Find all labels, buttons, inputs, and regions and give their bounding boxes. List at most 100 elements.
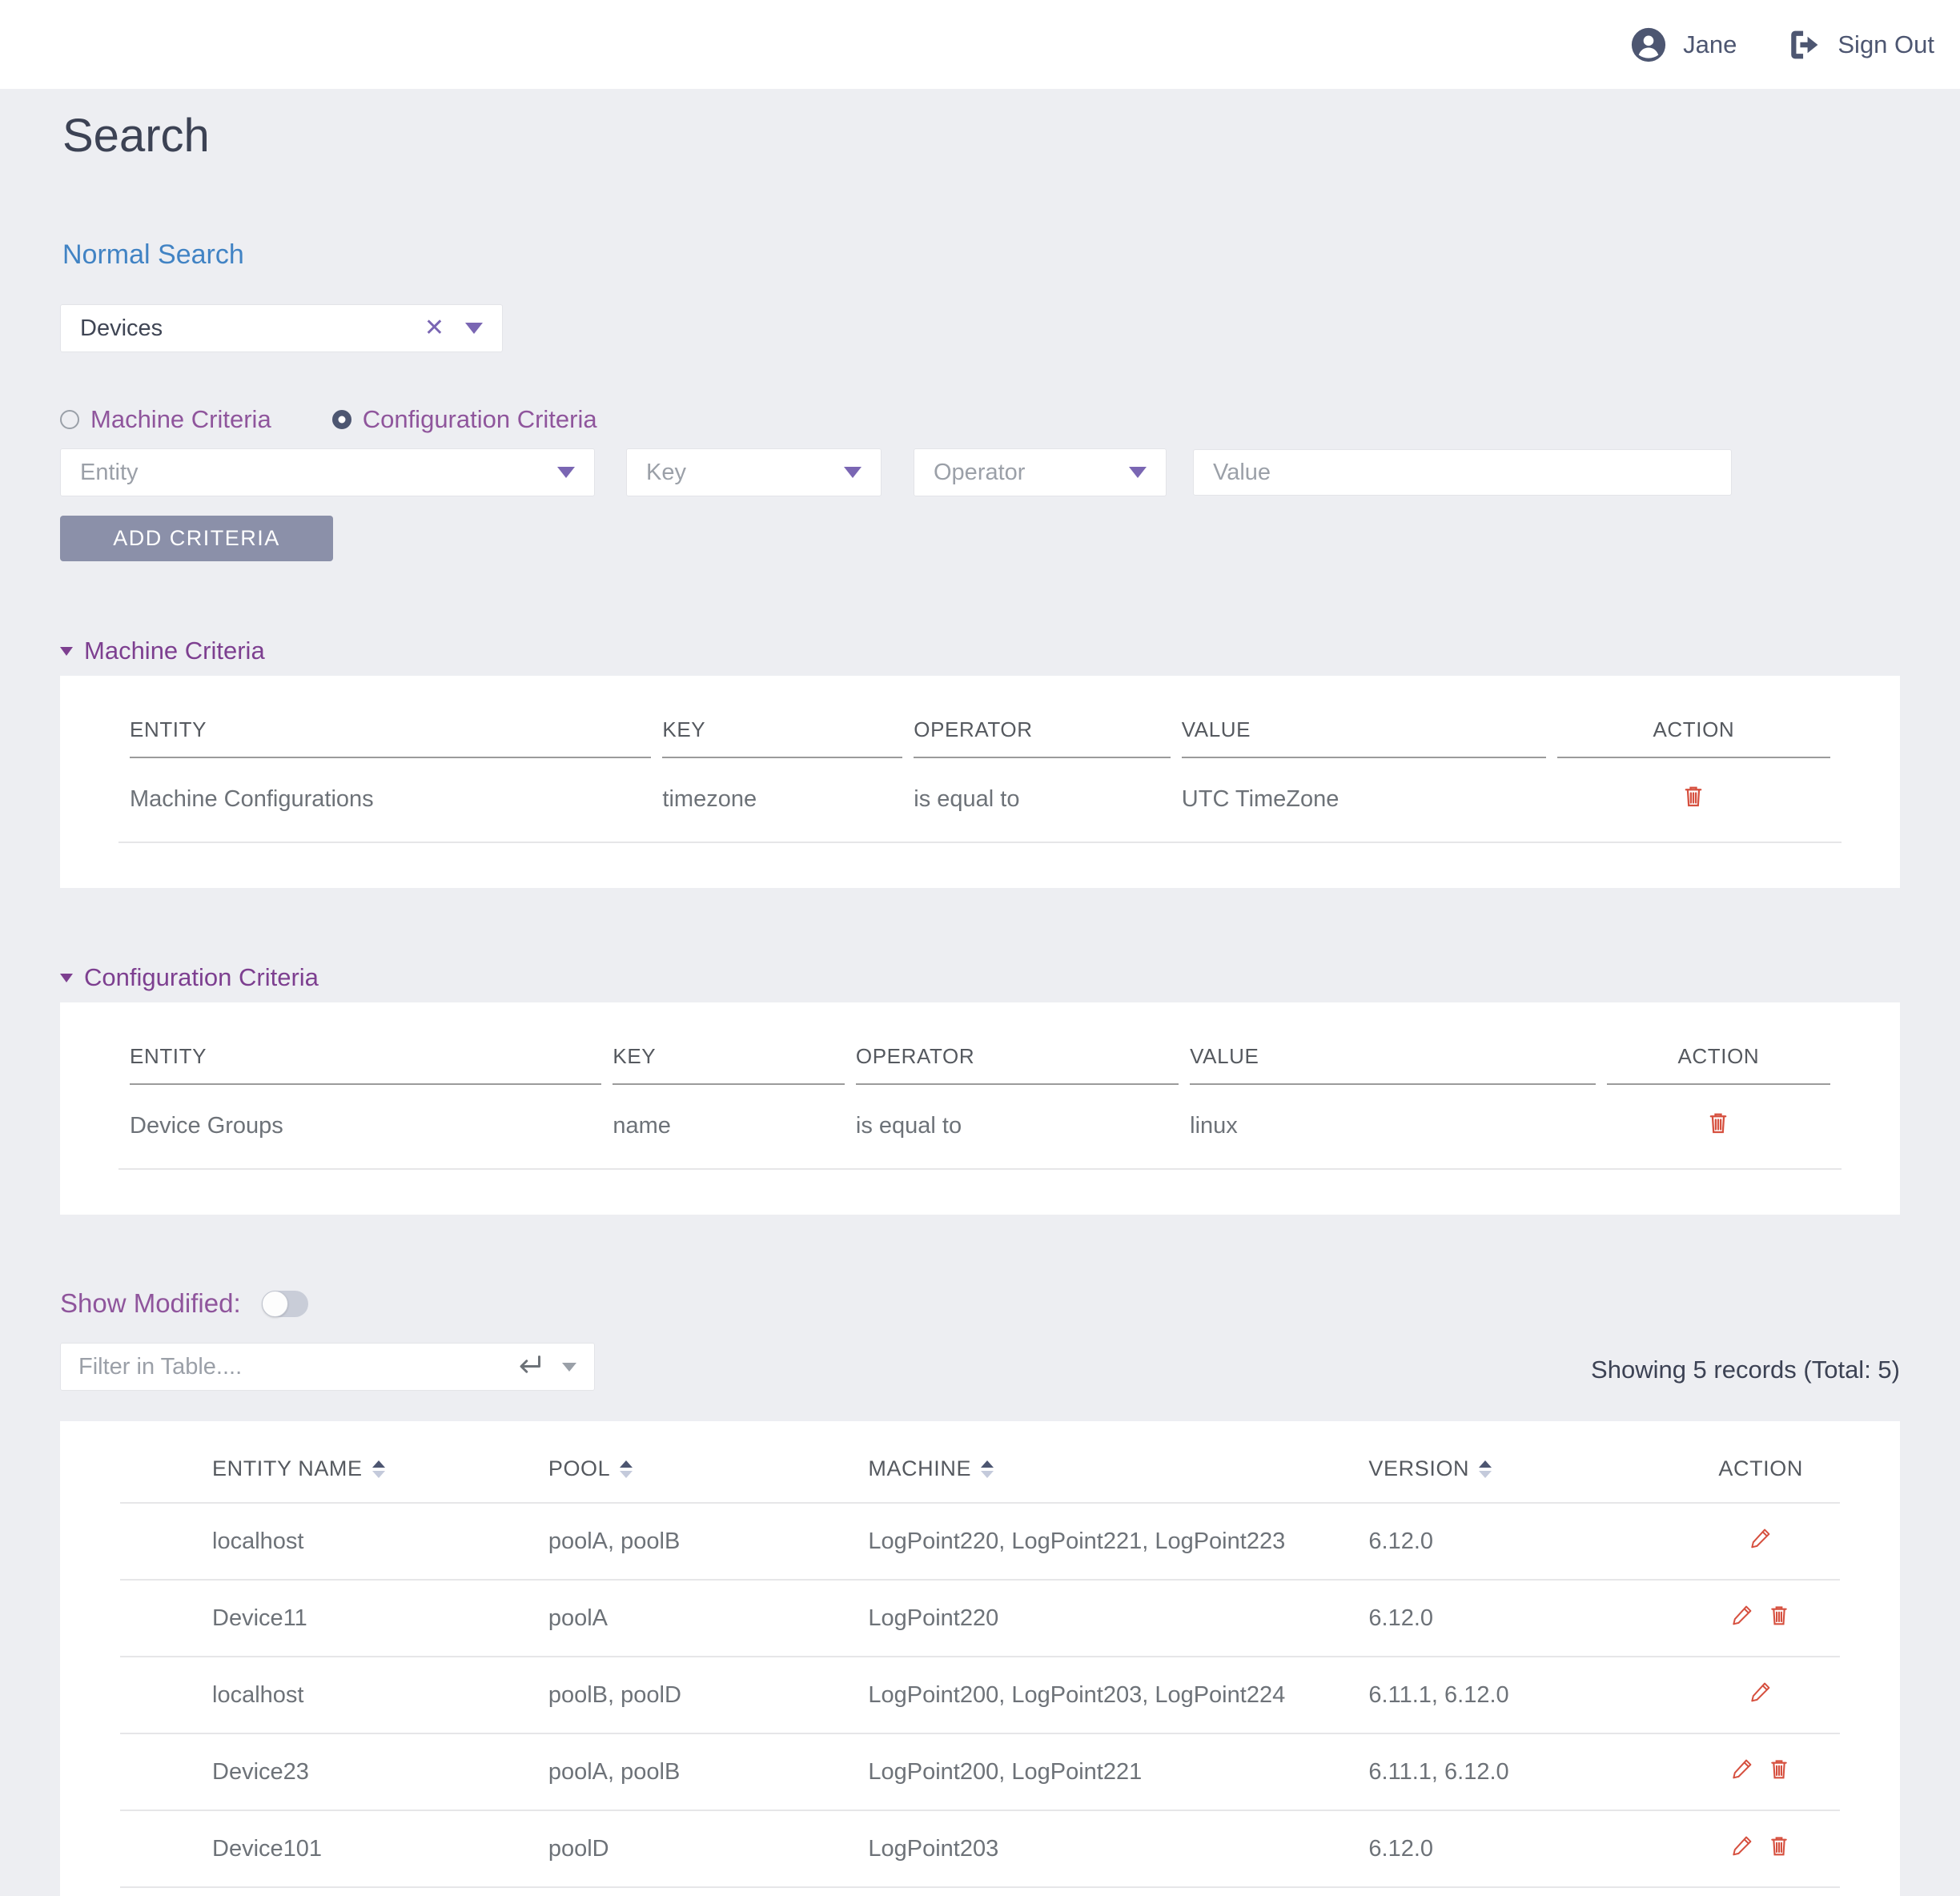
- key-placeholder: Key: [646, 459, 686, 485]
- chevron-down-icon: [465, 323, 483, 334]
- top-bar: Jane Sign Out: [0, 0, 1960, 89]
- records-summary: Showing 5 records (Total: 5): [1591, 1356, 1900, 1384]
- machine-criteria-section-header[interactable]: Machine Criteria: [60, 637, 1900, 665]
- chevron-down-icon[interactable]: [562, 1362, 576, 1372]
- configuration-criteria-section-header[interactable]: Configuration Criteria: [60, 963, 1900, 992]
- key-select[interactable]: Key: [626, 448, 882, 496]
- radio-label: Configuration Criteria: [362, 405, 597, 433]
- radio-circle-unselected[interactable]: [60, 410, 79, 429]
- configuration-criteria-table: ENTITY KEY OPERATOR VALUE ACTION Device …: [118, 1044, 1842, 1143]
- enter-icon: [514, 1353, 543, 1381]
- edit-icon[interactable]: [1748, 1525, 1773, 1551]
- entity-select[interactable]: Entity: [60, 448, 595, 496]
- cell-version: 6.11.1, 6.12.0: [1368, 1657, 1682, 1734]
- clear-icon[interactable]: ✕: [424, 315, 444, 341]
- sign-out-icon: [1786, 27, 1821, 62]
- column-header: VERSION: [1368, 1456, 1470, 1480]
- scope-select[interactable]: Devices ✕: [60, 304, 503, 352]
- delete-icon[interactable]: [1705, 1109, 1732, 1136]
- radio-configuration-criteria[interactable]: Configuration Criteria: [331, 405, 597, 434]
- cell-entity: Device Groups: [130, 1112, 283, 1139]
- operator-placeholder: Operator: [934, 459, 1026, 485]
- column-header: ACTION: [1556, 717, 1830, 758]
- show-modified-row: Show Modified:: [60, 1288, 1900, 1319]
- row-divider: [118, 842, 1842, 843]
- cell-key: timezone: [662, 785, 757, 812]
- user-menu[interactable]: Jane: [1630, 26, 1737, 63]
- delete-icon[interactable]: [1680, 782, 1707, 809]
- criteria-form: Entity Key Operator: [60, 448, 1900, 496]
- cell-value: UTC TimeZone: [1181, 785, 1339, 812]
- collapse-caret-icon: [60, 646, 73, 656]
- cell-pool: poolB, poolD: [548, 1657, 869, 1734]
- chevron-down-icon: [1129, 467, 1147, 478]
- radio-label: Machine Criteria: [90, 405, 271, 433]
- sort-icon[interactable]: [620, 1460, 633, 1478]
- cell-entity-name: Device11: [120, 1580, 548, 1657]
- cell-version: 6.11.1, 6.12.0: [1368, 1733, 1682, 1811]
- cell-entity-name: localhost: [120, 1503, 548, 1581]
- cell-version: 6.12.0: [1368, 1503, 1682, 1581]
- configuration-criteria-card: ENTITY KEY OPERATOR VALUE ACTION Device …: [60, 1002, 1900, 1215]
- delete-icon[interactable]: [1766, 1602, 1792, 1628]
- cell-operator: is equal to: [855, 1112, 962, 1139]
- cell-entity: Machine Configurations: [130, 785, 374, 812]
- column-header: ACTION: [1681, 1421, 1840, 1504]
- table-row: Device101 poolD LogPoint203 6.12.0: [120, 1810, 1840, 1888]
- edit-icon[interactable]: [1729, 1602, 1755, 1628]
- table-row: Device23 poolA, poolB LogPoint200, LogPo…: [120, 1733, 1840, 1811]
- table-row: localhost poolA, poolB LogPoint220, LogP…: [120, 1503, 1840, 1581]
- cell-entity-name: Device23: [120, 1733, 548, 1811]
- section-title: Configuration Criteria: [84, 963, 319, 991]
- sign-out-button[interactable]: Sign Out: [1786, 27, 1934, 62]
- edit-icon[interactable]: [1729, 1833, 1755, 1858]
- filter-input[interactable]: [78, 1353, 514, 1380]
- show-modified-toggle[interactable]: [261, 1290, 308, 1317]
- column-header: OPERATOR: [914, 717, 1171, 758]
- normal-search-label: Normal Search: [62, 239, 244, 270]
- chevron-down-icon: [844, 467, 862, 478]
- sign-out-label: Sign Out: [1838, 30, 1934, 58]
- cell-pool: poolA, poolB: [548, 1733, 869, 1811]
- row-divider: [118, 1168, 1842, 1170]
- operator-select[interactable]: Operator: [914, 448, 1167, 496]
- main-content: Search Normal Search Devices ✕ Machine C…: [0, 113, 1960, 1896]
- toggle-knob: [261, 1290, 288, 1317]
- page-title: Search: [62, 110, 210, 162]
- column-header: OPERATOR: [855, 1044, 1179, 1085]
- cell-machine: LogPoint203: [868, 1810, 1369, 1888]
- cell-machine: LogPoint200, LogPoint221: [868, 1733, 1369, 1811]
- results-card: ENTITY NAME POOL MACHI: [60, 1421, 1900, 1896]
- radio-machine-criteria[interactable]: Machine Criteria: [60, 405, 271, 434]
- column-header: ACTION: [1606, 1044, 1830, 1085]
- edit-icon[interactable]: [1729, 1756, 1755, 1782]
- machine-criteria-card: ENTITY KEY OPERATOR VALUE ACTION Machine…: [60, 676, 1900, 888]
- cell-machine: LogPoint220: [868, 1580, 1369, 1657]
- section-title: Machine Criteria: [84, 637, 265, 665]
- table-filter: [60, 1343, 595, 1391]
- column-header: KEY: [662, 717, 903, 758]
- user-icon: [1630, 26, 1667, 63]
- column-header: MACHINE: [868, 1456, 972, 1480]
- sort-icon[interactable]: [1479, 1460, 1492, 1478]
- cell-version: 6.12.0: [1368, 1810, 1682, 1888]
- column-header: VALUE: [1181, 717, 1546, 758]
- add-criteria-button[interactable]: ADD CRITERIA: [60, 516, 333, 561]
- machine-criteria-table: ENTITY KEY OPERATOR VALUE ACTION Machine…: [118, 717, 1842, 816]
- cell-pool: poolA, poolB: [548, 1503, 869, 1581]
- delete-icon[interactable]: [1766, 1833, 1792, 1858]
- sort-icon[interactable]: [981, 1460, 994, 1478]
- radio-circle-selected[interactable]: [331, 410, 351, 429]
- table-row: Device Groups name is equal to linux: [130, 1085, 1830, 1143]
- sort-icon[interactable]: [372, 1460, 385, 1478]
- cell-operator: is equal to: [914, 785, 1020, 812]
- delete-icon[interactable]: [1766, 1756, 1792, 1782]
- cell-version: 6.12.0: [1368, 1580, 1682, 1657]
- collapse-caret-icon: [60, 973, 73, 982]
- column-header: POOL: [548, 1456, 611, 1480]
- edit-icon[interactable]: [1748, 1679, 1773, 1705]
- value-input[interactable]: [1193, 449, 1732, 496]
- column-header: KEY: [612, 1044, 845, 1085]
- user-name: Jane: [1683, 30, 1737, 58]
